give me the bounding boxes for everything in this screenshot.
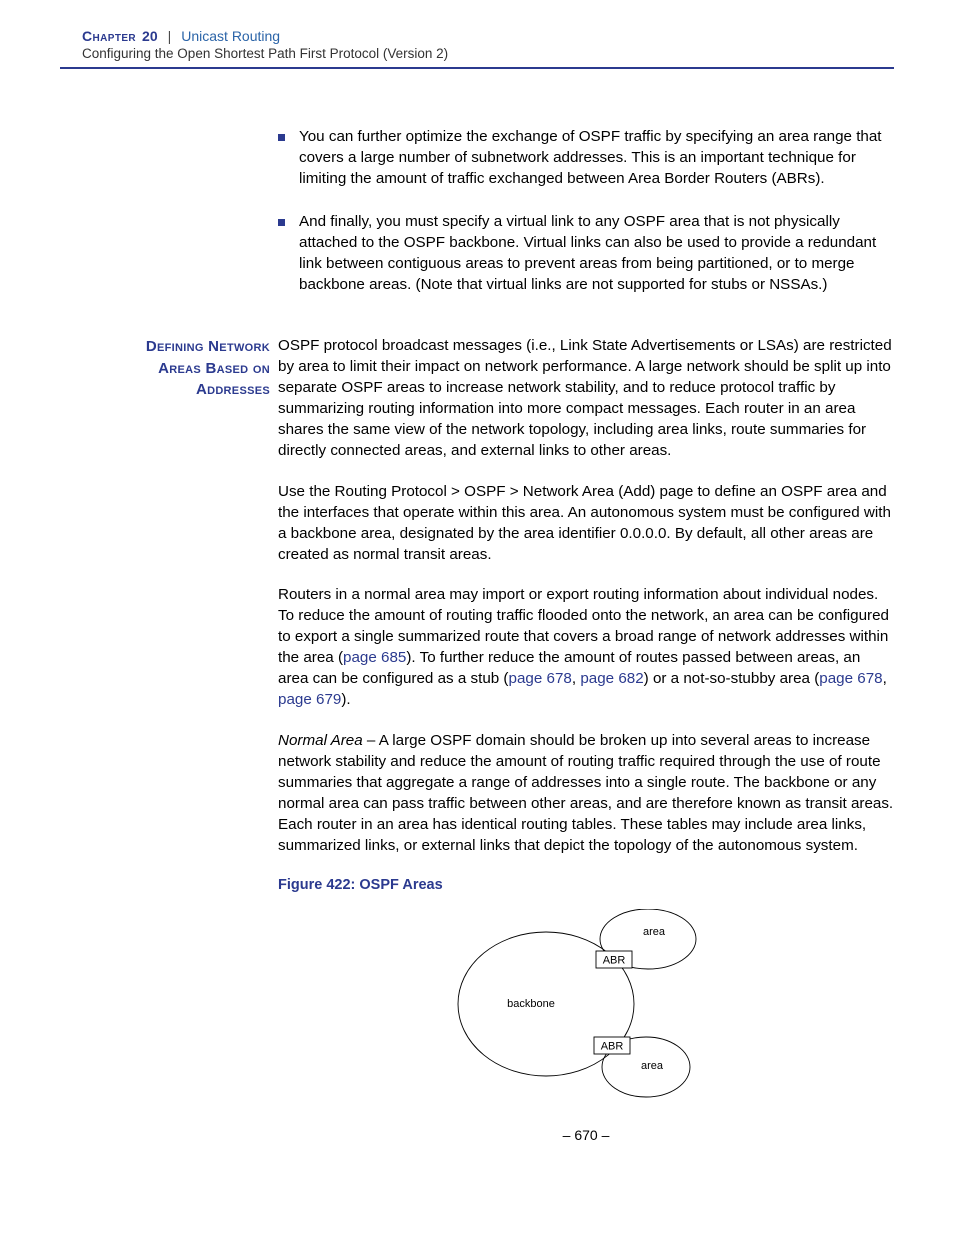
text-run: , (883, 670, 887, 687)
square-bullet-icon (278, 219, 285, 226)
abr-label: ABR (601, 1041, 624, 1053)
side-heading: Defining Network Areas Based on Addresse… (78, 336, 278, 401)
bullet-item: You can further optimize the exchange of… (278, 127, 894, 190)
chapter-subtitle: Configuring the Open Shortest Path First… (60, 46, 894, 61)
pipe-separator: | (168, 28, 172, 44)
bullet-text: And finally, you must specify a virtual … (299, 212, 894, 296)
side-heading-line: Areas Based on (158, 360, 270, 377)
figure-ospf-areas: ABR ABR backbone area area (278, 909, 894, 1099)
chapter-label: Chapter (82, 28, 136, 44)
area-label: area (643, 926, 666, 938)
running-header: Chapter 20 | Unicast Routing (60, 28, 894, 44)
page-number: – 670 – (278, 1127, 894, 1143)
page-link[interactable]: page 678 (509, 670, 572, 687)
chapter-number: 20 (142, 28, 158, 44)
bullet-item: And finally, you must specify a virtual … (278, 212, 894, 296)
paragraph: Use the Routing Protocol > OSPF > Networ… (278, 482, 894, 566)
page-link[interactable]: page 685 (343, 649, 406, 666)
backbone-label: backbone (507, 998, 555, 1010)
page-link[interactable]: page 678 (819, 670, 882, 687)
chapter-title: Unicast Routing (181, 28, 280, 44)
side-heading-line: Addresses (196, 381, 270, 398)
abr-label: ABR (603, 955, 626, 967)
square-bullet-icon (278, 134, 285, 141)
text-run: ). (341, 691, 350, 708)
text-run: ) or a not-so-stubby area ( (644, 670, 820, 687)
side-heading-line: Defining Network (146, 338, 270, 355)
paragraph: Routers in a normal area may import or e… (278, 585, 894, 711)
content-area: You can further optimize the exchange of… (60, 127, 894, 1143)
page-link[interactable]: page 679 (278, 691, 341, 708)
page-link[interactable]: page 682 (580, 670, 643, 687)
area-label: area (641, 1060, 664, 1072)
header-rule (60, 67, 894, 69)
page: Chapter 20 | Unicast Routing Configuring… (0, 0, 954, 1235)
ospf-areas-diagram: ABR ABR backbone area area (436, 909, 736, 1099)
section-defining-network-areas: Defining Network Areas Based on Addresse… (278, 336, 894, 1099)
paragraph: Normal Area – A large OSPF domain should… (278, 731, 894, 857)
figure-caption: Figure 422: OSPF Areas (278, 877, 894, 893)
term-label: Normal Area (278, 732, 363, 749)
paragraph: OSPF protocol broadcast messages (i.e., … (278, 336, 894, 462)
bullet-text: You can further optimize the exchange of… (299, 127, 894, 190)
text-run: – A large OSPF domain should be broken u… (278, 732, 893, 854)
